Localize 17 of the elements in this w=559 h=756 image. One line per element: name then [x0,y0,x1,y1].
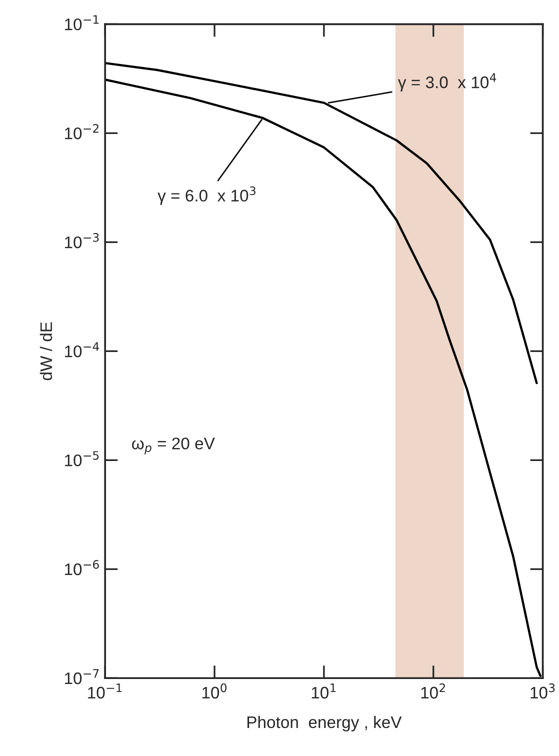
x-tick-label: 10$^{−1}$ [88,684,122,699]
y-tick-label: 10$^{−6}$ [65,560,99,576]
annotation: ω$_{p}$ = 20 eV [132,438,215,454]
annotation: γ = 3.0 x 10$^{4}$ [398,73,496,92]
y-tick-label: 10$^{−7}$ [65,669,99,684]
x-axis-title: Photon energy , keV [247,716,402,732]
x-tick-label: 10$^{2}$ [421,683,445,699]
annotation: γ = 6.0 x 10$^{3}$ [158,186,256,205]
y-tick-label: 10$^{−3}$ [65,233,99,248]
x-tick-label: 10$^{1}$ [312,684,336,699]
y-tick-label: 10$^{−5}$ [65,451,99,466]
y-tick-label: 10$^{−4}$ [65,342,99,358]
y-tick-label: 10$^{−1}$ [65,15,99,30]
x-tick-label: 10$^{3}$ [530,683,555,699]
y-axis-title: dW / dE [40,322,52,380]
y-tick-label: 10$^{−2}$ [65,124,98,140]
x-tick-label: 10$^{0}$ [202,683,227,699]
